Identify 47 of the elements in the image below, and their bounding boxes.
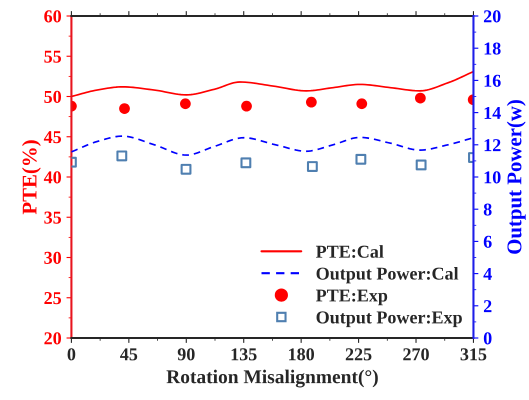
y-tick-label: 60 [44, 10, 62, 22]
y2-tick-label: 4 [483, 268, 492, 280]
y-tick-label: 20 [44, 332, 62, 344]
y2-tick-label: 20 [484, 10, 501, 22]
x-tick-label: 180 [289, 348, 314, 360]
y2-tick-label: 2 [484, 300, 492, 312]
point [306, 96, 317, 108]
point [116, 150, 128, 162]
x-tick-label: 0 [68, 348, 76, 360]
x-tick-label: 90 [178, 348, 195, 360]
point [240, 157, 252, 168]
y-tick-label: 35 [44, 212, 62, 224]
point [180, 98, 191, 110]
y-tick-label: 30 [44, 252, 62, 264]
y2-tick-label: 18 [484, 42, 501, 55]
y2-tick-label: 6 [484, 236, 492, 248]
y2-tick-label: 16 [484, 74, 501, 87]
legend-label: PTE:Exp [316, 290, 388, 306]
point [416, 159, 427, 170]
legend-label: Output Power:Exp [316, 311, 462, 328]
x-tick-label: 315 [460, 348, 486, 360]
point [180, 164, 192, 175]
x-axis-title: Rotation Misalignment(°) [166, 370, 378, 388]
y-tick-label: 55 [44, 50, 62, 63]
y2-tick-label: 10 [484, 171, 501, 184]
y2-tick-label: 0 [484, 332, 492, 344]
point [355, 154, 366, 165]
y-tick-label: 25 [44, 292, 62, 304]
x-tick-label: 135 [232, 348, 257, 360]
y2-axis-title: Output Power(w) [506, 100, 526, 254]
y-tick-label: 40 [44, 171, 62, 184]
y2-tick-label: 8 [484, 203, 492, 216]
x-tick-label: 270 [403, 348, 429, 360]
point [356, 98, 368, 110]
y2-tick-label: 12 [484, 139, 500, 152]
y-axis-title: PTE(%) [22, 140, 41, 214]
legend-label: Output Power:Cal [316, 266, 458, 284]
y2-tick-label: 14 [484, 106, 501, 119]
y-tick-label: 50 [44, 90, 62, 103]
point [241, 100, 252, 112]
x-tick-label: 45 [120, 348, 138, 360]
point [414, 92, 426, 104]
point [119, 103, 130, 114]
x-tick-label: 225 [346, 348, 372, 360]
point [306, 161, 318, 172]
legend-label: PTE:Cal [316, 245, 384, 258]
y-tick-label: 45 [44, 131, 62, 144]
